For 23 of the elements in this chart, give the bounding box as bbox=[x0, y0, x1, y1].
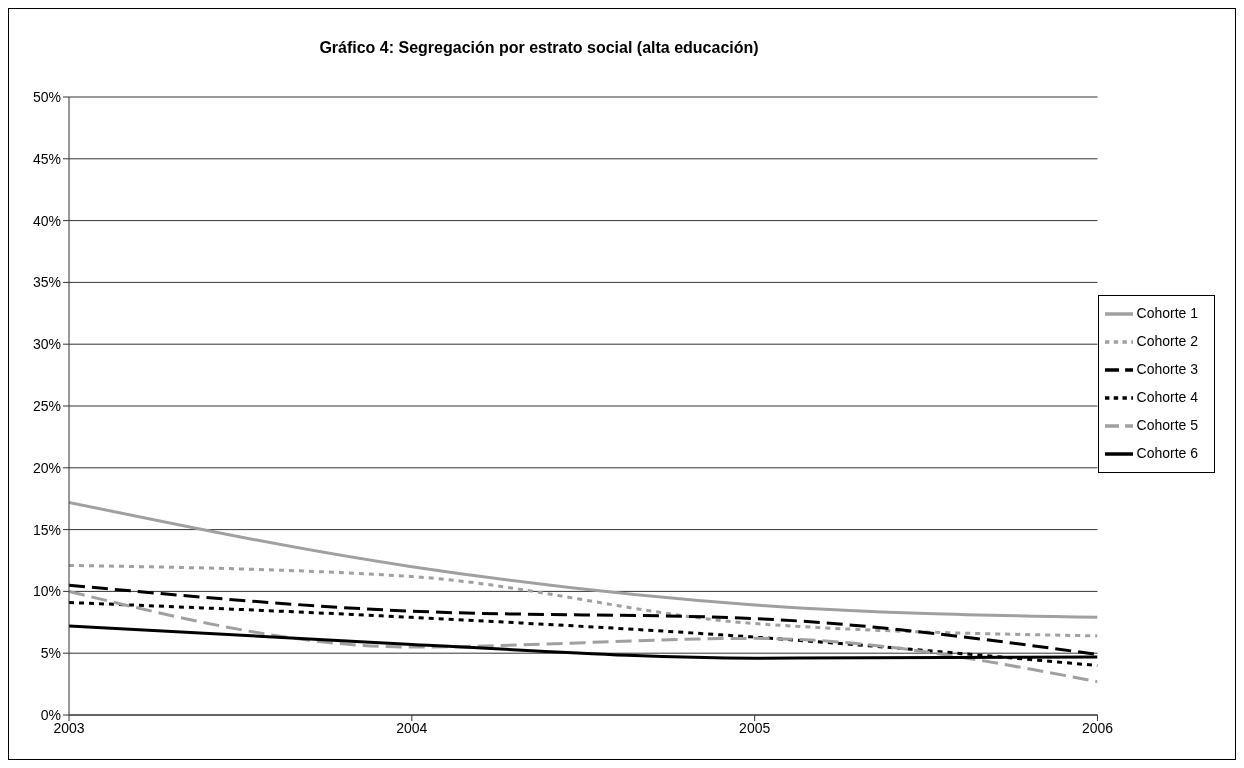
legend-label: Cohorte 5 bbox=[1136, 416, 1198, 433]
legend-label: Cohorte 6 bbox=[1136, 444, 1198, 461]
legend-label: Cohorte 3 bbox=[1136, 360, 1198, 377]
line-series bbox=[69, 589, 1098, 684]
y-tick-label: 5% bbox=[40, 645, 61, 662]
y-tick-label: 10% bbox=[32, 583, 61, 600]
y-tick-label: 30% bbox=[32, 336, 61, 353]
y-tick-label: 15% bbox=[32, 521, 61, 538]
legend-label: Cohorte 2 bbox=[1136, 332, 1198, 349]
y-tick-label: 20% bbox=[32, 459, 61, 476]
y-tick-label: 40% bbox=[32, 212, 61, 229]
y-tick-label: 25% bbox=[32, 397, 61, 414]
line-series bbox=[69, 563, 1098, 638]
x-tick-label: 2005 bbox=[739, 719, 771, 736]
legend-label: Cohorte 1 bbox=[1136, 304, 1198, 321]
y-tick-label: 35% bbox=[32, 274, 61, 291]
line-series bbox=[69, 500, 1098, 619]
y-tick-label: 50% bbox=[32, 88, 61, 105]
y-tick-label: 45% bbox=[32, 150, 61, 167]
chart-title: Gráfico 4: Segregación por estrato social (alta educación) bbox=[318, 39, 760, 57]
x-tick-label: 2004 bbox=[396, 719, 428, 736]
x-tick-label: 2006 bbox=[1081, 719, 1114, 736]
legend-label: Cohorte 4 bbox=[1136, 388, 1198, 405]
